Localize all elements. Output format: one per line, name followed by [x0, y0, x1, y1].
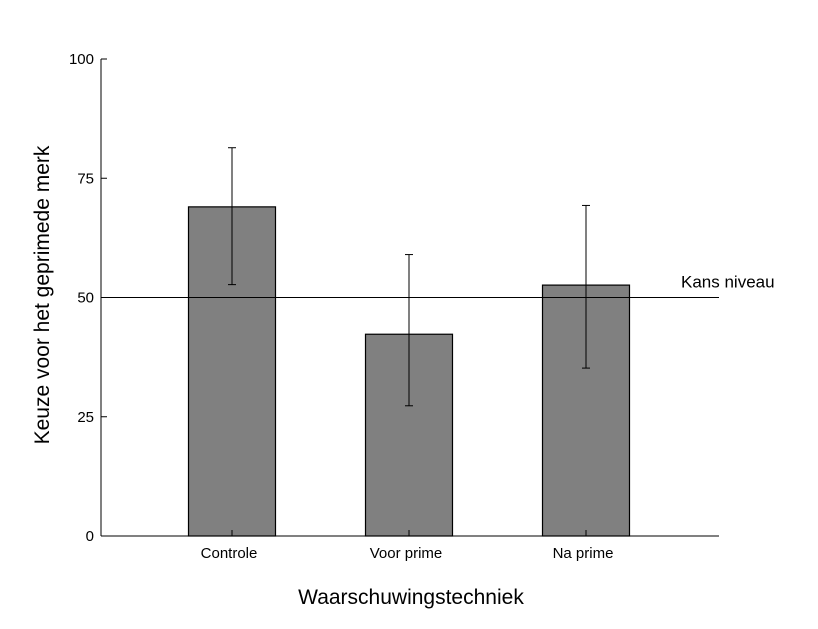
- y-tick-label: 100: [69, 51, 94, 68]
- chance-level-label: Kans niveau: [681, 273, 775, 292]
- error-bar-voor-prime: [405, 254, 413, 407]
- y-tick-label: 25: [77, 409, 94, 426]
- x-axis-ticks: Controle Voor prime Na prime: [201, 530, 614, 562]
- y-tick-label: 0: [86, 528, 94, 545]
- x-tick-label: Voor prime: [370, 545, 443, 562]
- x-tick-label: Na prime: [553, 545, 614, 562]
- y-axis-ticks: 0 25 50 75 100: [69, 51, 107, 545]
- y-tick-label: 75: [77, 170, 94, 187]
- error-bars: [228, 147, 590, 407]
- y-axis-title: Keuze voor het geprimede merk: [31, 145, 54, 444]
- error-bar-na-prime: [582, 204, 590, 369]
- x-axis-title: Waarschuwingstechniek: [298, 586, 524, 609]
- error-bar-controle: [228, 147, 236, 286]
- y-tick-label: 50: [77, 290, 94, 307]
- x-tick-label: Controle: [201, 545, 258, 562]
